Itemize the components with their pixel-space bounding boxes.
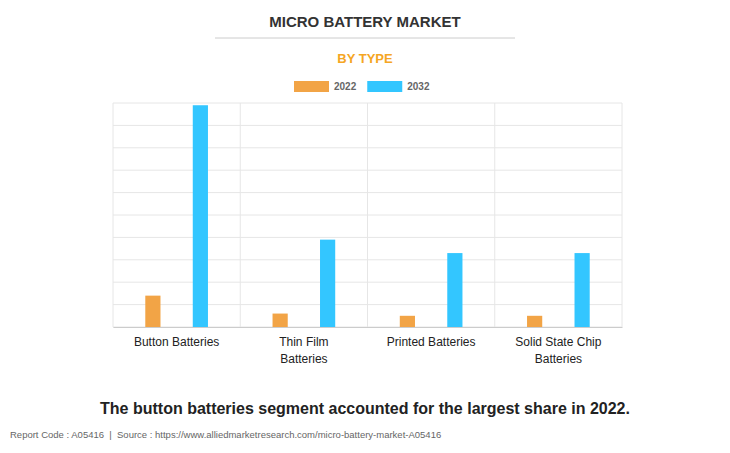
category-divider [367, 103, 368, 327]
legend: 2022 2032 [294, 81, 430, 92]
bar [575, 253, 590, 327]
title-rule [215, 38, 515, 39]
grid [113, 103, 622, 327]
bar [400, 316, 415, 327]
caption: The button batteries segment accounted f… [100, 400, 630, 417]
bar [273, 314, 288, 327]
title: MICRO BATTERY MARKET [269, 13, 460, 30]
legend-swatch [294, 81, 329, 92]
chart: MICRO BATTERY MARKET BY TYPE 2022 2032 Butto… [0, 0, 730, 453]
plot: Button Batteries Thin FilmBatteries Printe… [113, 103, 623, 366]
legend-swatch [367, 81, 402, 92]
x-axis: Button Batteries Thin FilmBatteries Printe… [114, 327, 623, 366]
x-tick-label: Solid State ChipBatteries [515, 335, 601, 366]
x-tick: Solid State ChipBatteries [515, 327, 601, 366]
x-tick: Printed Batteries [387, 327, 476, 349]
category-divider [240, 103, 241, 327]
x-tick-label: Thin FilmBatteries [279, 335, 328, 366]
footer: Report Code : A05416 | Source : https://… [10, 429, 441, 440]
bar [527, 316, 542, 327]
bar [145, 296, 160, 327]
x-tick-label: Printed Batteries [387, 335, 476, 349]
bar [193, 105, 208, 327]
legend-label: 2032 [407, 81, 430, 92]
x-tick-label: Button Batteries [134, 335, 219, 349]
category-divider [494, 103, 495, 327]
category-divider [622, 103, 623, 327]
bar [320, 240, 335, 327]
legend-label: 2022 [334, 81, 357, 92]
x-tick: Button Batteries [134, 327, 219, 349]
x-tick: Thin FilmBatteries [279, 327, 328, 366]
bars [145, 105, 589, 327]
x-axis-line [114, 327, 623, 328]
category-divider [113, 103, 114, 327]
subtitle: BY TYPE [337, 51, 393, 66]
bar [447, 253, 462, 327]
